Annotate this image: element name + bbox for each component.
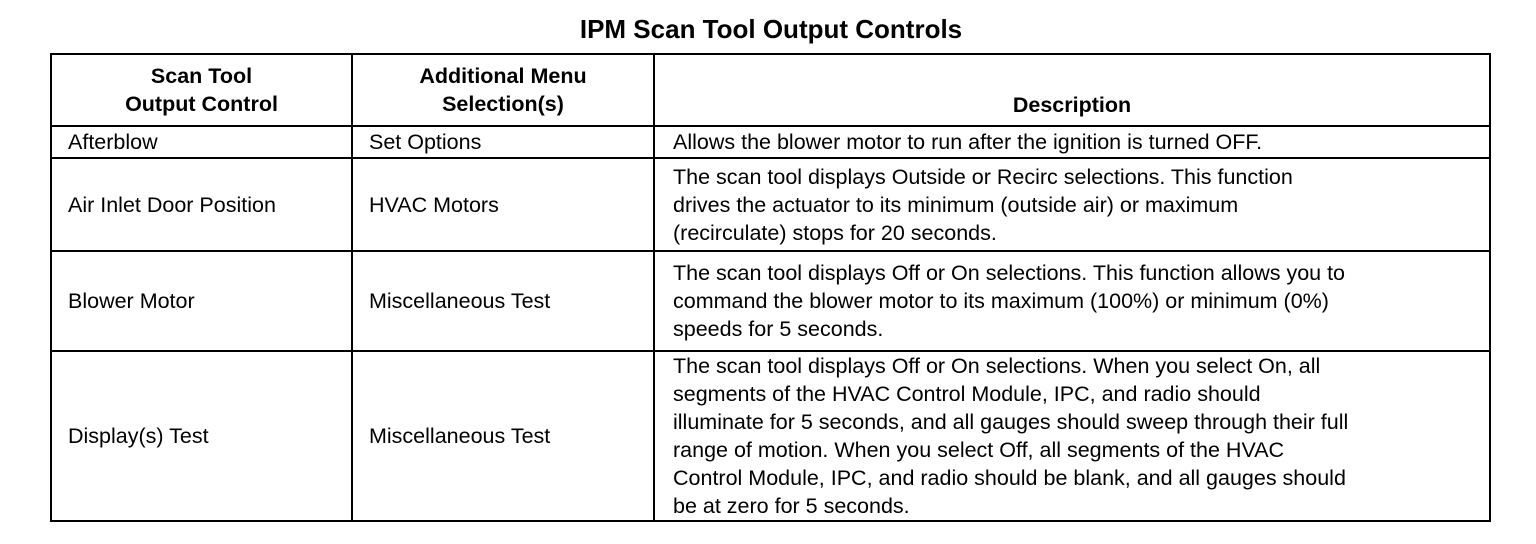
control-cell: Display(s) Test [50, 350, 353, 522]
control-cell: Blower Motor [50, 250, 353, 352]
header-line: Output Control [125, 92, 278, 116]
menu-cell: Miscellaneous Test [351, 250, 655, 352]
description-line: command the blower motor to its maximum … [673, 289, 1329, 313]
table-row: Blower Motor Miscellaneous Test The scan… [50, 250, 1491, 352]
table-title: IPM Scan Tool Output Controls [579, 14, 963, 44]
header-line: Additional Menu [419, 64, 587, 88]
header-scan-tool-output-control: Scan Tool Output Control [50, 53, 353, 127]
description-line: Control Module, IPC, and radio should be… [673, 466, 1346, 490]
description-line: (recirculate) stops for 20 seconds. [673, 220, 997, 245]
header-description: Description [653, 53, 1491, 127]
menu-cell: HVAC Motors [351, 157, 655, 252]
header-line: Selection(s) [442, 92, 564, 116]
table-row: Afterblow Set Options Allows the blower … [50, 125, 1491, 159]
description-line: illuminate for 5 seconds, and all gauges… [673, 410, 1349, 434]
control-cell: Afterblow [50, 125, 353, 159]
header-row: Scan Tool Output Control Additional Menu… [50, 53, 1491, 127]
menu-cell: Miscellaneous Test [351, 350, 655, 522]
control-cell: Air Inlet Door Position [50, 157, 353, 252]
description-line: drives the actuator to its minimum (outs… [673, 192, 1239, 217]
output-controls-table: Scan Tool Output Control Additional Menu… [50, 53, 1491, 522]
description-cell: The scan tool displays Off or On selecti… [653, 350, 1491, 522]
description-line: Allows the blower motor to run after the… [673, 130, 1263, 154]
description-line: The scan tool displays Outside or Recirc… [673, 164, 1293, 189]
description-cell: The scan tool displays Outside or Recirc… [653, 157, 1491, 252]
description-line: speeds for 5 seconds. [673, 317, 884, 341]
header-additional-menu-selections: Additional Menu Selection(s) [351, 53, 655, 127]
description-line: be at zero for 5 seconds. [673, 494, 910, 518]
header-line: Scan Tool [150, 64, 253, 88]
description-line: The scan tool displays Off or On selecti… [673, 261, 1346, 285]
description-cell: Allows the blower motor to run after the… [653, 125, 1491, 159]
menu-cell: Set Options [351, 125, 655, 159]
description-line: The scan tool displays Off or On selecti… [673, 354, 1321, 378]
description-line: segments of the HVAC Control Module, IPC… [673, 382, 1261, 406]
description-line: range of motion. When you select Off, al… [673, 438, 1285, 462]
table-row: Air Inlet Door Position HVAC Motors The … [50, 157, 1491, 252]
description-cell: The scan tool displays Off or On selecti… [653, 250, 1491, 352]
table-row: Display(s) Test Miscellaneous Test The s… [50, 350, 1491, 522]
